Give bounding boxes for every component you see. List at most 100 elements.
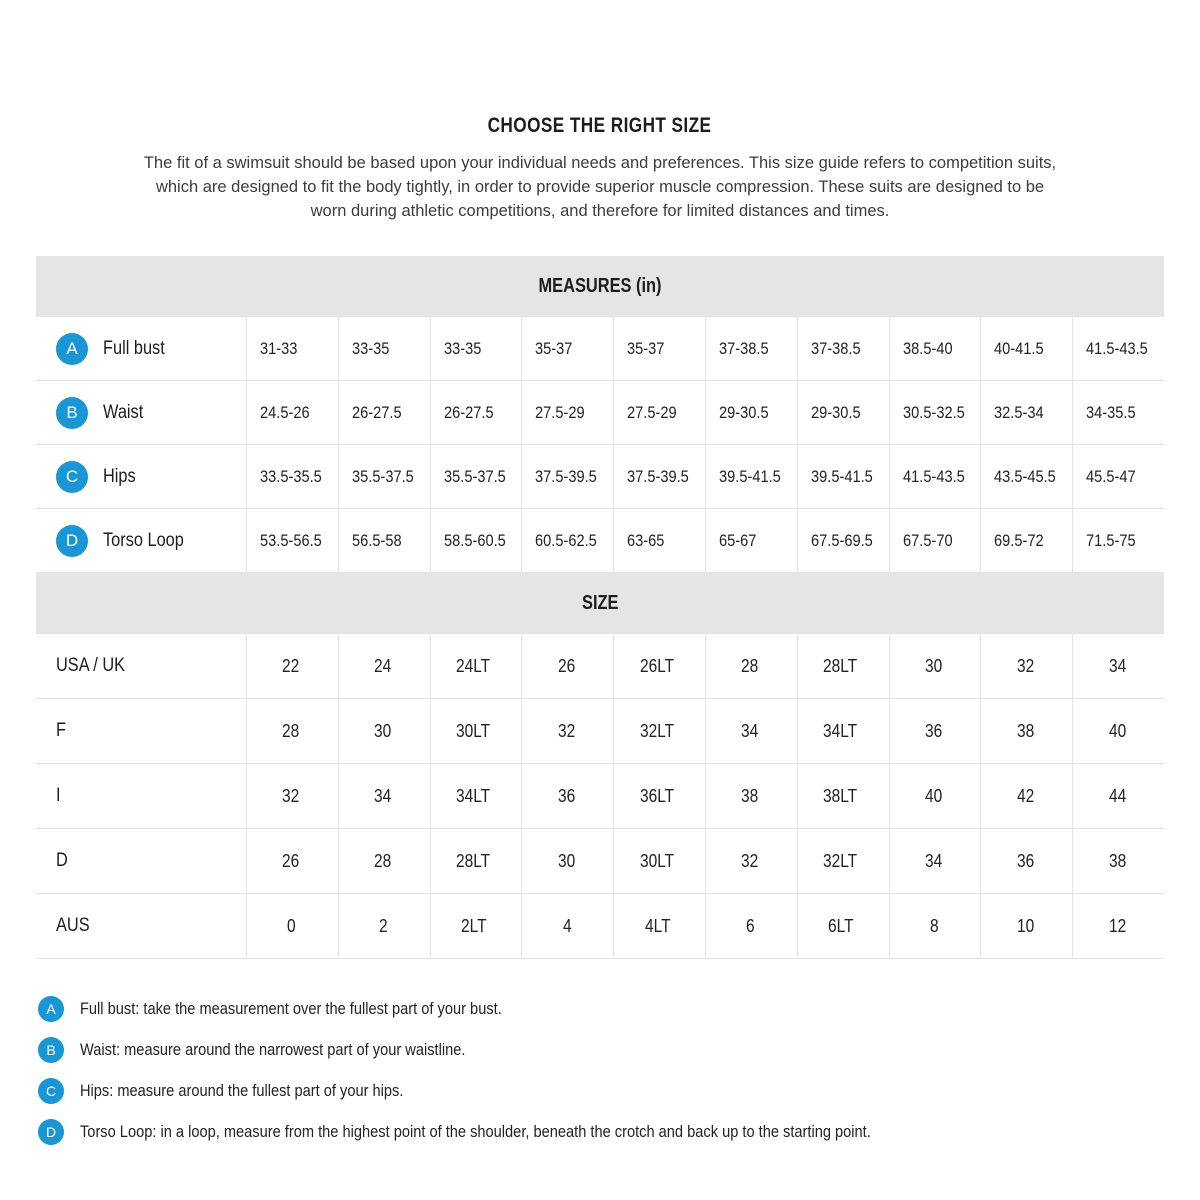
table-row: USA / UK 22 24 24LT 26 26LT 28 28LT 30 32 34 — [36, 634, 1164, 699]
cell-value: 26LT — [639, 655, 674, 676]
size-cell: 26 — [246, 829, 338, 893]
table-row: B Waist 24.5-26 26-27.5 26-27.5 27.5-29 27.5-2… — [36, 381, 1164, 445]
size-cell: 24 — [337, 634, 430, 698]
table-row: AUS 0 2 2LT 4 4LT 6 6LT 8 10 12 — [36, 894, 1164, 959]
cell-value: 39.5-41.5 — [719, 466, 781, 486]
size-table: SIZE USA / UK 22 24 24LT 26 26LT 2 8 28LT 30 32 34 F… — [36, 573, 1164, 959]
footnote-item: C Hips: measure around the fullest part o… — [38, 1078, 1200, 1104]
cell-value: 29-30.5 — [719, 402, 769, 422]
measure-cell: 67.5-69.5 — [796, 509, 889, 572]
row-label: USA / UK — [56, 655, 136, 677]
cell-value: 37.5-39.5 — [627, 466, 689, 486]
measure-cell: 27.5-29 — [521, 381, 613, 444]
row-label: I — [56, 785, 61, 807]
cell-value: 33.5-35.5 — [260, 466, 322, 486]
cell-value: 60.5-62.5 — [535, 530, 598, 550]
row-label-cell: B Waist — [36, 381, 246, 444]
letter-badge: C — [56, 460, 88, 493]
measure-cell: 56.5-58 — [337, 509, 430, 572]
footnote-text-inner: Hips: measure around the fullest part of… — [80, 1081, 404, 1100]
size-cell: 30LT — [613, 829, 705, 893]
measure-cell: 35.5-37.5 — [429, 445, 522, 508]
cell-value: 27.5-29 — [627, 402, 677, 422]
size-cell: 40 — [1072, 699, 1164, 763]
footnote-text-inner: Waist: measure around the narrowest part… — [80, 1040, 466, 1059]
row-label-text: F — [56, 720, 66, 741]
measure-cell: 65-67 — [705, 509, 797, 572]
row-label-text: D — [56, 850, 68, 871]
measure-cell: 58.5-60.5 — [429, 509, 522, 572]
cell-value: 35.5-37.5 — [443, 466, 506, 486]
footnote-text: Waist: measure around the narrowest part… — [80, 1040, 528, 1060]
cell-value: 30 — [374, 720, 392, 741]
row-label-cell: D — [36, 829, 246, 893]
cell-value: 2 — [379, 915, 388, 936]
cell-value: 32LT — [823, 850, 858, 871]
footnote-text: Hips: measure around the fullest part of… — [80, 1081, 456, 1101]
cell-value: 0 — [287, 915, 297, 936]
cell-value: 37-38.5 — [810, 338, 861, 358]
letter-badge: D — [56, 524, 88, 557]
row-label-cell: D Torso Loop — [36, 509, 246, 572]
size-cell: 38 — [980, 699, 1072, 763]
cell-value: 67.5-69.5 — [810, 530, 873, 550]
measure-cell: 41.5-43.5 — [888, 445, 981, 508]
cell-value: 38 — [1108, 850, 1126, 871]
measure-cell: 71.5-75 — [1072, 509, 1164, 572]
row-label-cell: USA / UK — [36, 634, 246, 698]
size-cell: 2LT — [429, 894, 522, 958]
page-title-text: CHOOSE THE RIGHT SIZE — [488, 114, 712, 137]
cell-value: 34-35.5 — [1086, 402, 1136, 422]
size-cell: 4LT — [613, 894, 705, 958]
table-row: D 26 28 28LT 30 30LT 32 32LT 34 36 38 — [36, 829, 1164, 894]
cell-value: 28LT — [456, 850, 491, 871]
measure-cell: 37.5-39.5 — [521, 445, 613, 508]
cell-value: 32LT — [639, 720, 674, 741]
size-cell: 40 — [888, 764, 981, 828]
size-cell: 32 — [246, 764, 338, 828]
cell-value: 34 — [924, 850, 943, 871]
cell-value: 32.5-34 — [994, 402, 1044, 422]
cell-value: 65-67 — [719, 530, 757, 550]
cell-value: 29-30.5 — [810, 402, 861, 422]
size-cell: 22 — [246, 634, 338, 698]
size-cell: 6 — [705, 894, 797, 958]
cell-value: 35.5-37.5 — [351, 466, 414, 486]
cell-value: 24LT — [456, 655, 491, 676]
cell-value: 10 — [1016, 915, 1034, 936]
size-cell: 36 — [521, 764, 613, 828]
size-cell: 0 — [246, 894, 338, 958]
cell-value: 44 — [1108, 785, 1126, 806]
measure-cell: 30.5-32.5 — [888, 381, 981, 444]
cell-value: 30.5-32.5 — [902, 402, 965, 422]
row-label: AUS — [56, 915, 95, 937]
size-cell: 28LT — [796, 634, 889, 698]
cell-value: 32 — [282, 785, 300, 806]
cell-value: 26-27.5 — [351, 402, 402, 422]
cell-value: 45.5-47 — [1086, 466, 1136, 486]
cell-value: 31-33 — [260, 338, 298, 358]
cell-value: 35-37 — [627, 338, 665, 358]
cell-value: 27.5-29 — [535, 402, 585, 422]
cell-value: 58.5-60.5 — [443, 530, 506, 550]
row-label-cell: A Full bust — [36, 317, 246, 380]
cell-value: 8 — [929, 915, 939, 936]
cell-value: 56.5-58 — [351, 530, 402, 550]
measure-cell: 29-30.5 — [796, 381, 889, 444]
footnotes: A Full bust: take the measurement over th… — [38, 996, 1200, 1145]
measure-cell: 29-30.5 — [705, 381, 797, 444]
row-label: D — [56, 850, 70, 872]
size-cell: 34LT — [796, 699, 889, 763]
size-cell: 28LT — [429, 829, 522, 893]
size-cell: 34 — [1072, 634, 1164, 698]
row-label: Full bust — [103, 338, 175, 360]
cell-value: 30 — [557, 850, 575, 871]
size-cell: 2 — [337, 894, 430, 958]
measure-cell: 40-41.5 — [980, 317, 1072, 380]
cell-value: 38 — [1016, 720, 1034, 741]
size-cell: 36LT — [613, 764, 705, 828]
size-cell: 38LT — [796, 764, 889, 828]
size-header-text: SIZE — [581, 591, 619, 614]
cell-value: 30LT — [639, 850, 674, 871]
